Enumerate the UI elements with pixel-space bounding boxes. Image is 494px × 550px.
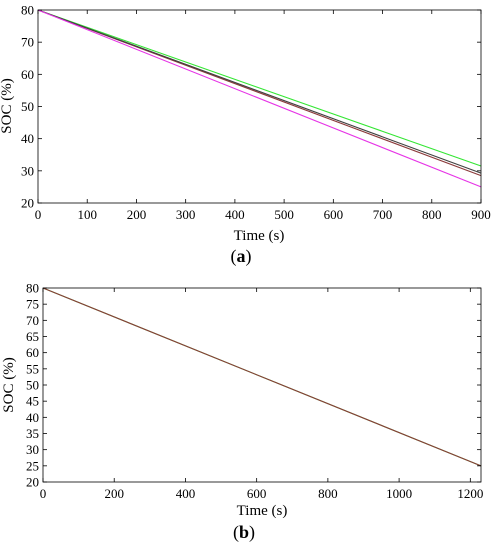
y-tick-label: 60 <box>21 67 34 82</box>
x-tick-label: 1000 <box>386 486 412 501</box>
x-tick-label: 200 <box>127 207 147 222</box>
y-tick-label: 50 <box>21 99 34 114</box>
y-axis-label: SOC (%) <box>1 357 17 412</box>
series-line-3 <box>37 9 482 174</box>
x-tick-label: 700 <box>373 207 393 222</box>
y-tick-label: 20 <box>26 475 39 490</box>
x-tick-label: 900 <box>471 207 491 222</box>
y-tick-label: 80 <box>21 3 34 18</box>
y-tick-label: 80 <box>26 281 39 296</box>
chart-a: 0 100 200 300 400 500 600 700 800 900 20 30 40 50 60 70… <box>0 3 491 268</box>
y-tick-label: 20 <box>21 196 34 211</box>
y-tick-label: 30 <box>21 163 34 178</box>
y-tick-label: 75 <box>26 297 39 312</box>
x-tick-label: 200 <box>104 486 124 501</box>
x-axis-label: Time (s) <box>237 503 288 519</box>
x-tick-label: 300 <box>176 207 196 222</box>
x-tick-label: 400 <box>225 207 245 222</box>
y-tick-label: 35 <box>26 426 39 441</box>
y-tick-label: 45 <box>26 394 39 409</box>
series-line-2 <box>42 287 482 467</box>
panel-label: (a) <box>231 246 252 267</box>
x-tick-label: 1200 <box>457 486 483 501</box>
series-line-4 <box>37 9 482 188</box>
x-tick-label: 0 <box>40 486 47 501</box>
y-tick-label: 25 <box>26 458 39 473</box>
y-tick-label: 65 <box>26 329 39 344</box>
x-tick-label: 500 <box>274 207 294 222</box>
plot-frame <box>42 287 482 483</box>
y-tick-label: 30 <box>26 442 39 457</box>
y-tick-label: 40 <box>21 131 34 146</box>
x-axis-label: Time (s) <box>234 228 285 244</box>
x-tick-label: 100 <box>77 207 97 222</box>
y-tick-label: 55 <box>26 361 39 376</box>
x-tick-label: 600 <box>324 207 344 222</box>
x-tick-label: 800 <box>422 207 442 222</box>
y-tick-label: 70 <box>26 313 39 328</box>
y-axis-label: SOC (%) <box>0 78 15 133</box>
y-tick-label: 70 <box>21 35 34 50</box>
series-line-1 <box>37 9 482 167</box>
y-tick-label: 60 <box>26 345 39 360</box>
plot-frame <box>37 9 482 204</box>
x-tick-label: 600 <box>247 486 267 501</box>
x-tick-label: 400 <box>176 486 196 501</box>
x-tick-label: 800 <box>318 486 338 501</box>
y-tick-label: 50 <box>26 378 39 393</box>
x-tick-label: 0 <box>35 207 42 222</box>
y-tick-label: 40 <box>26 410 39 425</box>
panel-label: (b) <box>233 522 255 543</box>
